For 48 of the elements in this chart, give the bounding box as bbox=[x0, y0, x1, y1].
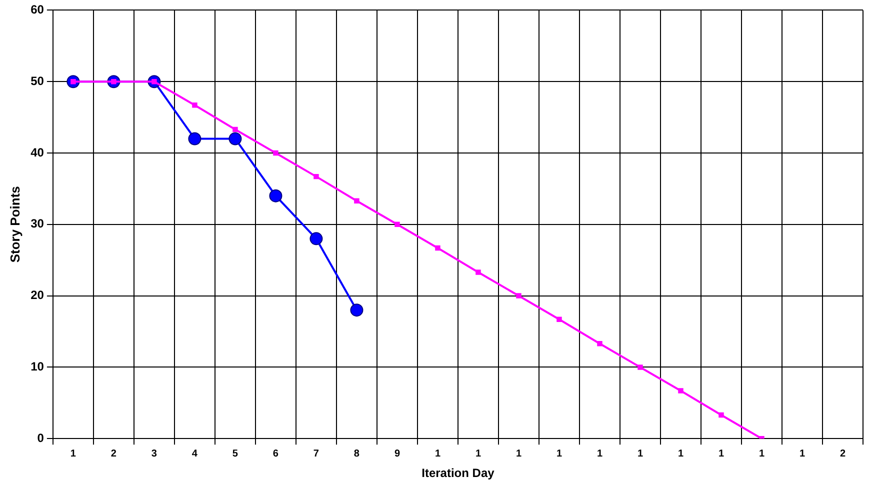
y-tick-label: 20 bbox=[30, 288, 44, 302]
x-tick-label: 1 bbox=[70, 448, 76, 460]
point bbox=[188, 132, 202, 146]
point bbox=[310, 232, 323, 246]
point bbox=[597, 341, 602, 346]
point bbox=[476, 270, 481, 275]
x-tick-label: 1 bbox=[637, 448, 644, 460]
point bbox=[314, 174, 319, 180]
point bbox=[192, 102, 198, 108]
x-tick-label: 1 bbox=[758, 448, 765, 460]
point bbox=[350, 304, 364, 317]
x-axis-title: Iteration Day bbox=[422, 466, 495, 480]
point bbox=[516, 293, 522, 298]
y-axis-title: Story Points bbox=[7, 186, 22, 263]
y-tick-label: 30 bbox=[30, 216, 44, 231]
x-tick-label: 1 bbox=[799, 448, 806, 460]
x-tick-label: 9 bbox=[394, 448, 400, 460]
y-tick-label: 0 bbox=[37, 430, 44, 445]
point bbox=[638, 364, 643, 370]
x-tick-label: 1 bbox=[434, 448, 441, 460]
x-tick-label: 6 bbox=[272, 448, 279, 460]
point bbox=[718, 412, 724, 418]
x-tick-label: 5 bbox=[232, 448, 238, 460]
point bbox=[354, 198, 360, 204]
y-tick-label: 60 bbox=[30, 2, 44, 17]
x-tick-label: 1 bbox=[678, 448, 684, 460]
point bbox=[273, 150, 278, 156]
x-tick-label: 1 bbox=[556, 448, 562, 460]
y-tick-label: 40 bbox=[30, 145, 44, 160]
x-tick-label: 3 bbox=[151, 448, 158, 460]
x-tick-label: 2 bbox=[840, 448, 846, 460]
point bbox=[394, 222, 400, 228]
point bbox=[232, 126, 238, 132]
x-tick-label: 1 bbox=[516, 448, 522, 460]
x-tick-label: 4 bbox=[192, 448, 198, 460]
x-tick-label: 1 bbox=[596, 448, 603, 460]
point bbox=[269, 189, 282, 202]
point bbox=[435, 245, 440, 251]
y-tick-label: 10 bbox=[30, 360, 44, 374]
point bbox=[556, 316, 562, 322]
x-tick-label: 2 bbox=[110, 448, 117, 460]
x-tick-label: 1 bbox=[718, 448, 724, 460]
x-tick-label: 8 bbox=[354, 448, 360, 460]
point bbox=[678, 388, 684, 394]
x-tick-label: 1 bbox=[475, 448, 482, 460]
point bbox=[228, 132, 242, 146]
x-tick-label: 7 bbox=[313, 448, 320, 460]
y-tick-label: 50 bbox=[30, 74, 44, 88]
